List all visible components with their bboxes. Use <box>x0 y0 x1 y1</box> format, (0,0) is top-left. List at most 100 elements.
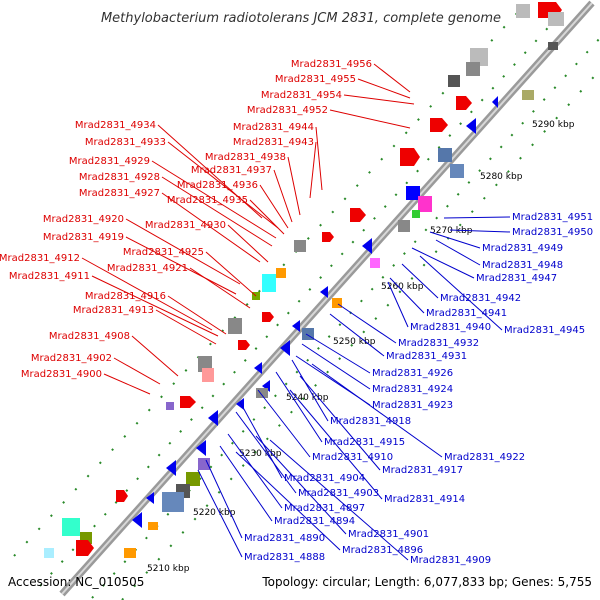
gene-label[interactable]: Mrad2831_4950 <box>512 227 593 238</box>
gene-label[interactable]: Mrad2831_4900 <box>21 369 102 380</box>
gene-label[interactable]: Mrad2831_4902 <box>31 353 112 364</box>
gene-block[interactable] <box>162 492 184 512</box>
gene-label[interactable]: Mrad2831_4925 <box>123 247 204 258</box>
gene-label[interactable]: Mrad2831_4921 <box>107 263 188 274</box>
gene-arrow[interactable] <box>238 340 250 350</box>
gene-block[interactable] <box>370 258 380 268</box>
gene-block[interactable] <box>470 48 488 66</box>
gene-block[interactable] <box>398 220 410 232</box>
gene-block[interactable] <box>62 518 80 536</box>
gene-block[interactable] <box>124 548 136 558</box>
gene-block[interactable] <box>516 4 530 18</box>
gene-block[interactable] <box>466 62 480 76</box>
gene-label[interactable]: Mrad2831_4931 <box>386 351 467 362</box>
gene-label[interactable]: Mrad2831_4923 <box>372 400 453 411</box>
gene-label[interactable]: Mrad2831_4936 <box>177 180 258 191</box>
gene-label[interactable]: Mrad2831_4952 <box>247 105 328 116</box>
gene-label[interactable]: Mrad2831_4940 <box>410 322 491 333</box>
gene-label[interactable]: Mrad2831_4922 <box>444 452 525 463</box>
gene-arrow[interactable] <box>254 362 262 374</box>
gene-label[interactable]: Mrad2831_4937 <box>191 165 272 176</box>
gene-arrow[interactable] <box>280 340 290 356</box>
gene-block[interactable] <box>148 522 158 530</box>
gene-arrow[interactable] <box>456 96 472 110</box>
gene-block[interactable] <box>548 42 558 50</box>
gene-label[interactable]: Mrad2831_4948 <box>482 260 563 271</box>
gene-label[interactable]: Mrad2831_4930 <box>145 220 226 231</box>
gene-label[interactable]: Mrad2831_4926 <box>372 368 453 379</box>
gene-block[interactable] <box>202 368 214 382</box>
gene-label[interactable]: Mrad2831_4897 <box>284 503 365 514</box>
gene-block[interactable] <box>438 148 452 162</box>
gene-label[interactable]: Mrad2831_4912 <box>0 253 80 264</box>
gene-arrow[interactable] <box>146 492 154 504</box>
gene-label[interactable]: Mrad2831_4916 <box>85 291 166 302</box>
gene-label[interactable]: Mrad2831_4956 <box>291 59 372 70</box>
gene-label[interactable]: Mrad2831_4944 <box>233 122 314 133</box>
gene-label[interactable]: Mrad2831_4932 <box>398 338 479 349</box>
gene-arrow[interactable] <box>492 96 498 108</box>
gene-arrow[interactable] <box>236 398 244 410</box>
gene-arrow[interactable] <box>76 540 94 556</box>
gene-block[interactable] <box>256 388 268 398</box>
gene-block[interactable] <box>166 402 174 410</box>
gene-label[interactable]: Mrad2831_4908 <box>49 331 130 342</box>
gene-label[interactable]: Mrad2831_4942 <box>440 293 521 304</box>
gene-block[interactable] <box>418 196 432 212</box>
gene-label[interactable]: Mrad2831_4954 <box>261 90 342 101</box>
gene-label[interactable]: Mrad2831_4909 <box>410 555 491 566</box>
gene-label[interactable]: Mrad2831_4915 <box>324 437 405 448</box>
gene-arrow[interactable] <box>466 118 476 134</box>
gene-block[interactable] <box>548 12 564 26</box>
gene-block[interactable] <box>186 472 200 486</box>
gene-label[interactable]: Mrad2831_4911 <box>9 271 90 282</box>
gene-label[interactable]: Mrad2831_4933 <box>85 137 166 148</box>
gene-arrow[interactable] <box>180 396 196 408</box>
gene-arrow[interactable] <box>322 232 334 242</box>
gene-arrow[interactable] <box>400 148 420 166</box>
gene-label[interactable]: Mrad2831_4955 <box>275 74 356 85</box>
gene-label[interactable]: Mrad2831_4904 <box>284 473 365 484</box>
gene-label[interactable]: Mrad2831_4901 <box>348 529 429 540</box>
gene-arrow[interactable] <box>262 312 274 322</box>
gene-label[interactable]: Mrad2831_4918 <box>330 416 411 427</box>
gene-label[interactable]: Mrad2831_4890 <box>244 533 325 544</box>
gene-block[interactable] <box>448 75 460 87</box>
gene-label[interactable]: Mrad2831_4920 <box>43 214 124 225</box>
gene-label[interactable]: Mrad2831_4935 <box>167 195 248 206</box>
gene-label[interactable]: Mrad2831_4928 <box>79 172 160 183</box>
gene-block[interactable] <box>522 90 534 100</box>
gene-label[interactable]: Mrad2831_4929 <box>69 156 150 167</box>
gene-arrow[interactable] <box>116 490 128 502</box>
gene-label[interactable]: Mrad2831_4896 <box>342 545 423 556</box>
gene-label[interactable]: Mrad2831_4945 <box>504 325 585 336</box>
gene-block[interactable] <box>294 240 306 252</box>
gene-label[interactable]: Mrad2831_4888 <box>244 552 325 563</box>
gene-label[interactable]: Mrad2831_4934 <box>75 120 156 131</box>
gene-label[interactable]: Mrad2831_4943 <box>233 137 314 148</box>
gene-arrow[interactable] <box>362 238 372 254</box>
gene-arrow[interactable] <box>132 512 142 528</box>
gene-label[interactable]: Mrad2831_4947 <box>476 273 557 284</box>
gene-block[interactable] <box>406 186 420 200</box>
gene-label[interactable]: Mrad2831_4927 <box>79 188 160 199</box>
gene-block[interactable] <box>276 268 286 278</box>
gene-arrow[interactable] <box>196 440 206 456</box>
gene-arrow[interactable] <box>430 118 448 132</box>
gene-arrow[interactable] <box>320 286 328 298</box>
gene-label[interactable]: Mrad2831_4919 <box>43 232 124 243</box>
gene-arrow[interactable] <box>350 208 366 222</box>
gene-arrow[interactable] <box>166 460 176 476</box>
gene-block[interactable] <box>332 298 342 308</box>
gene-arrow[interactable] <box>292 320 300 332</box>
gene-label[interactable]: Mrad2831_4910 <box>312 452 393 463</box>
gene-label[interactable]: Mrad2831_4938 <box>205 152 286 163</box>
gene-label[interactable]: Mrad2831_4941 <box>426 308 507 319</box>
gene-label[interactable]: Mrad2831_4917 <box>382 465 463 476</box>
gene-label[interactable]: Mrad2831_4914 <box>384 494 465 505</box>
gene-label[interactable]: Mrad2831_4913 <box>73 305 154 316</box>
gene-block[interactable] <box>228 318 242 334</box>
gene-block[interactable] <box>412 210 420 218</box>
gene-arrow[interactable] <box>208 410 218 426</box>
gene-block[interactable] <box>44 548 54 558</box>
